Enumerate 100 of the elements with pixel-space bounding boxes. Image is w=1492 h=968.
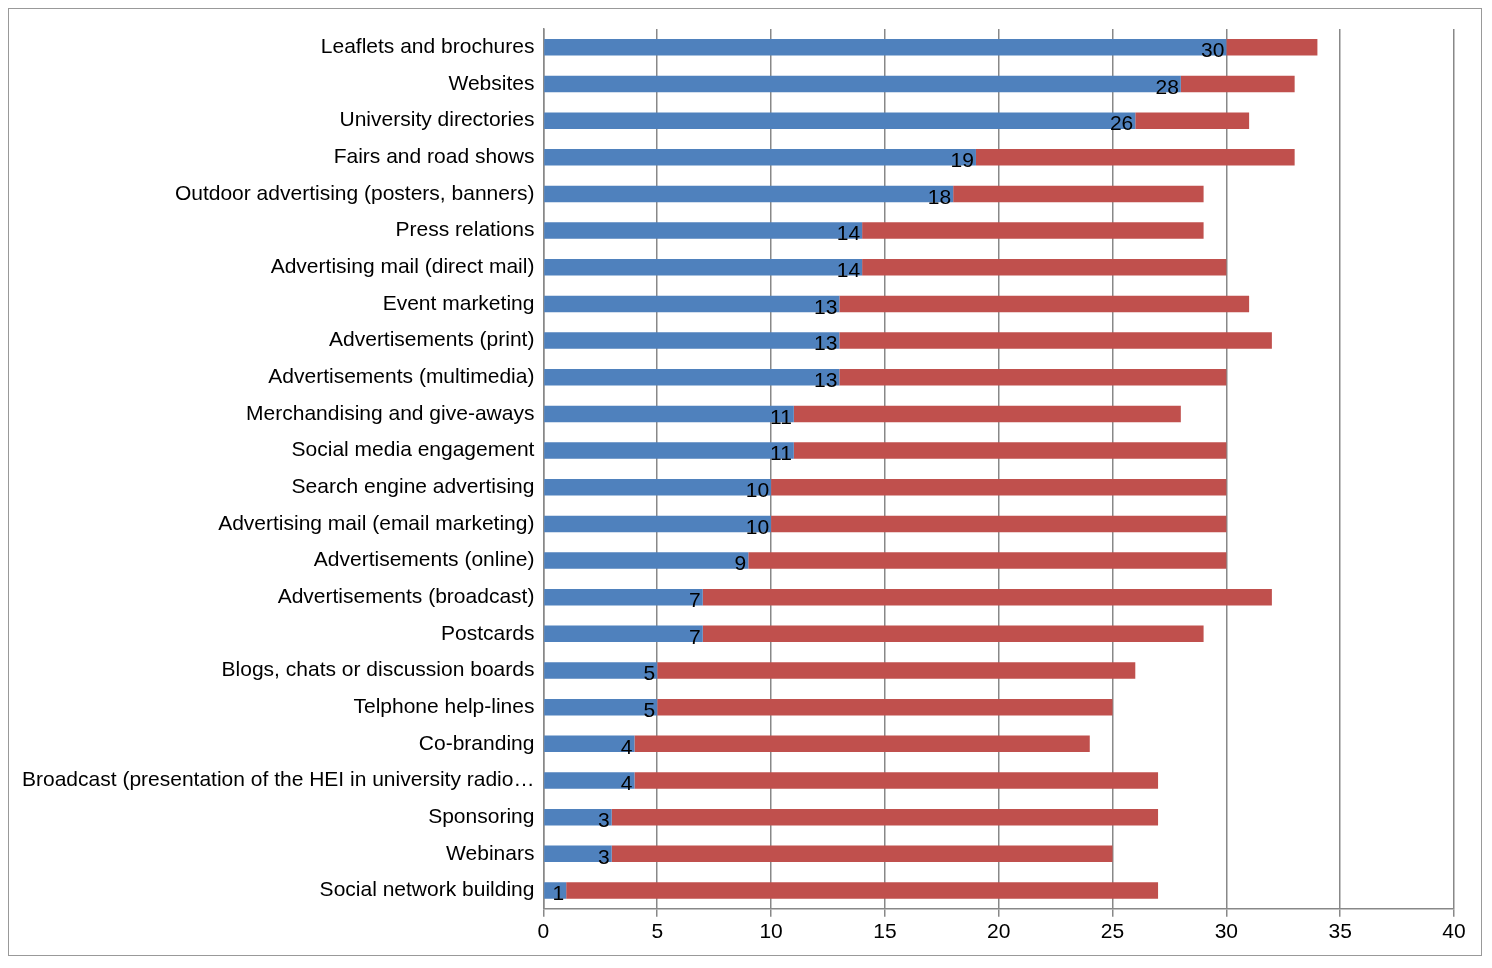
bar xyxy=(544,588,703,606)
x-tick-label: 35 xyxy=(1328,919,1352,943)
bar xyxy=(544,478,772,496)
bar xyxy=(839,295,1250,313)
data-label: 4 xyxy=(620,734,633,758)
y-tick-label: Outdoor advertising (posters, banners) xyxy=(174,180,535,204)
y-tick-label: Social network building xyxy=(319,877,535,901)
y-tick-label: Advertising mail (email marketing) xyxy=(218,510,535,534)
data-label: 13 xyxy=(814,368,838,392)
x-tick-label: 15 xyxy=(873,919,897,943)
y-tick-label: Press relations xyxy=(395,217,535,241)
data-label: 28 xyxy=(1155,74,1179,98)
data-label: 13 xyxy=(814,331,838,355)
bar xyxy=(544,332,840,349)
bar xyxy=(1135,112,1250,129)
y-tick-label: Advertisements (online) xyxy=(313,547,535,571)
y-tick-label: Leaflets and brochures xyxy=(320,34,535,58)
x-tick-label: 10 xyxy=(759,919,783,943)
x-tick-label: 0 xyxy=(537,919,550,943)
data-label: 5 xyxy=(643,661,656,685)
data-label: 30 xyxy=(1201,38,1225,62)
bar xyxy=(544,442,794,459)
bar xyxy=(544,772,635,789)
bar xyxy=(566,882,1159,899)
bar xyxy=(839,332,1272,349)
x-tick-label: 25 xyxy=(1100,919,1125,943)
bar xyxy=(611,808,1159,826)
data-label: 11 xyxy=(770,404,792,428)
y-tick-label: Postcards xyxy=(441,620,535,644)
data-label: 10 xyxy=(745,514,770,538)
y-tick-label: Broadcast (presentation of the HEI in university radio… xyxy=(22,767,535,791)
bar xyxy=(1226,39,1318,56)
bar xyxy=(544,405,794,423)
bar xyxy=(862,222,1204,239)
bar xyxy=(544,185,954,203)
data-label: 19 xyxy=(950,148,974,172)
bar xyxy=(771,478,1227,496)
y-tick-label: Social media engagement xyxy=(291,437,535,461)
bar xyxy=(544,75,1181,93)
bar xyxy=(544,662,658,679)
bar xyxy=(975,149,1295,166)
bar xyxy=(793,442,1227,459)
y-tick-label: University directories xyxy=(339,107,535,131)
bar xyxy=(544,735,635,753)
data-label: 14 xyxy=(836,221,861,245)
x-tick-label: 20 xyxy=(987,919,1011,943)
bar xyxy=(544,808,612,826)
data-label: 10 xyxy=(745,478,770,502)
bar xyxy=(544,112,1136,129)
bar xyxy=(657,662,1136,679)
bar xyxy=(657,698,1113,716)
data-label: 7 xyxy=(689,624,701,648)
bar xyxy=(862,259,1227,276)
data-label: 5 xyxy=(643,697,656,721)
bar xyxy=(771,515,1227,533)
bar xyxy=(544,369,840,386)
y-tick-label: Telphone help-lines xyxy=(353,693,535,717)
data-label: 9 xyxy=(734,551,747,575)
data-label: 3 xyxy=(598,844,610,868)
bar xyxy=(839,369,1227,386)
y-tick-label: Websites xyxy=(448,70,535,94)
bar xyxy=(748,552,1227,569)
bar xyxy=(544,845,612,863)
bar xyxy=(634,772,1159,789)
y-tick-label: Sponsoring xyxy=(428,803,535,827)
data-label: 4 xyxy=(620,771,633,795)
bar xyxy=(953,185,1204,203)
bar xyxy=(544,698,658,716)
data-label: 18 xyxy=(927,184,952,208)
bar xyxy=(611,845,1113,863)
bar xyxy=(544,295,840,313)
bar xyxy=(544,552,749,569)
bar xyxy=(544,39,1227,56)
y-tick-label: Advertisements (broadcast) xyxy=(277,584,535,607)
bar xyxy=(544,149,976,166)
x-tick-label: 5 xyxy=(651,919,664,943)
y-tick-label: Co-branding xyxy=(418,730,535,754)
y-tick-label: Blogs, chats or discussion boards xyxy=(221,657,535,681)
y-tick-label: Advertisements (print) xyxy=(329,327,535,351)
bar xyxy=(544,222,863,239)
y-tick-label: Event marketing xyxy=(382,290,535,314)
chart-frame: 0 5 10 15 20 25 30 35 40 Leaflets and brochures Websites University directories Fairs and road shows Outdoor advertising (posters, banners) Press relations Advertising mail (direct mail) Event marketing Advertisements (print) Advertisements (multimedia) Merchandising and give-aways Social media engagement Search engine advertising Advertising mail (email marketing) Advertisements (online) Advertisements (broadcast) Postcards Blogs, chats or discussion boards Telphone help-lines Co-branding Broadcast (presentation of the HEI in university radio… Sponsoring Webinars Social network building 30 28 26 19 18 14 14 13 13 13 11 11 10 10 9 7 7 5 5 4 4 3 3 1 xyxy=(8,8,1482,956)
bar xyxy=(544,625,703,643)
data-label: 7 xyxy=(689,588,701,611)
bar xyxy=(1180,75,1295,93)
y-tick-label: Search engine advertising xyxy=(291,474,535,498)
data-label: 26 xyxy=(1109,111,1134,135)
y-tick-label: Advertisements (multimedia) xyxy=(268,364,535,388)
x-tick-label: 30 xyxy=(1214,919,1239,943)
data-label: 1 xyxy=(552,881,565,905)
y-tick-label: Fairs and road shows xyxy=(333,144,535,168)
bar xyxy=(634,735,1090,753)
bar xyxy=(544,259,863,276)
bar xyxy=(544,515,772,533)
bar xyxy=(793,405,1181,423)
data-label: 13 xyxy=(814,294,838,318)
x-tick-label: 40 xyxy=(1442,919,1466,943)
data-label: 14 xyxy=(836,258,861,282)
bar xyxy=(702,588,1272,606)
data-label: 3 xyxy=(598,807,610,831)
